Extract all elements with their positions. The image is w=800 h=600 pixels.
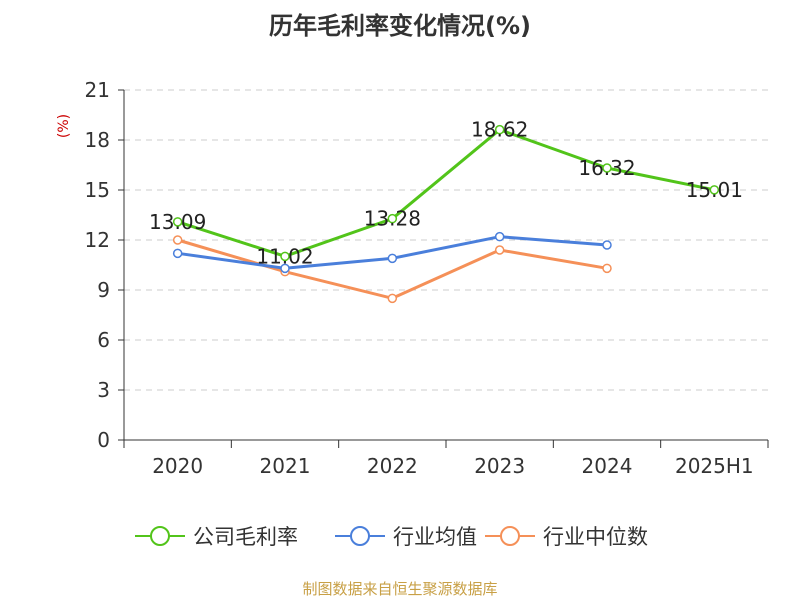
data-point xyxy=(280,263,290,274)
x-tick-label: 2023 xyxy=(474,454,525,478)
data-point xyxy=(172,248,183,259)
data-point xyxy=(172,235,183,245)
y-tick-label: 9 xyxy=(97,278,110,302)
x-tick-label: 2020 xyxy=(152,454,203,478)
x-tick-label: 2022 xyxy=(367,454,418,478)
data-point xyxy=(494,245,505,255)
y-tick-label: 12 xyxy=(85,228,110,252)
axes: 0 3 6 9 12 15 18 21 2020 2021 2022 2023 2024 2025H1 xyxy=(85,78,769,478)
grid-lines xyxy=(124,89,768,391)
legend-label: 公司毛利率 xyxy=(193,525,298,549)
data-label: 18.62 xyxy=(471,118,528,142)
legend-label: 行业均值 xyxy=(393,525,477,549)
data-point xyxy=(387,213,398,224)
data-point xyxy=(602,240,612,250)
source-note: 制图数据来自恒生聚源数据库 xyxy=(302,580,497,598)
y-tick-label: 18 xyxy=(85,128,110,152)
y-tick-label: 6 xyxy=(97,328,110,352)
data-point xyxy=(280,251,290,262)
data-point xyxy=(387,253,398,264)
data-point xyxy=(387,293,398,304)
y-tick-label: 21 xyxy=(85,78,110,102)
chart-title: 历年毛利率变化情况(%) xyxy=(269,12,531,40)
x-tick-label: 2021 xyxy=(260,454,311,478)
data-point xyxy=(494,231,505,242)
y-tick-label: 3 xyxy=(97,378,110,402)
data-label: 16.32 xyxy=(578,156,635,180)
x-tick-label: 2025H1 xyxy=(675,454,754,478)
series-layer: 13.09 11.02 13.28 18.62 16.32 15.01 xyxy=(149,118,743,304)
y-tick-label: 15 xyxy=(85,178,110,202)
x-tick-label: 2024 xyxy=(582,454,633,478)
legend: 公司毛利率 行业均值 行业中位数 xyxy=(135,525,648,549)
legend-marker xyxy=(350,526,370,546)
y-tick-label: 0 xyxy=(97,428,110,452)
legend-item: 行业中位数 xyxy=(485,525,648,549)
data-point xyxy=(172,217,183,227)
legend-marker xyxy=(150,526,170,546)
legend-item: 行业均值 xyxy=(335,525,477,549)
data-label: 11.02 xyxy=(256,244,313,268)
data-label: 13.28 xyxy=(364,207,421,231)
data-point xyxy=(494,124,505,135)
data-point xyxy=(602,163,612,173)
data-point xyxy=(709,185,720,195)
data-label: 15.01 xyxy=(686,178,743,202)
series-line xyxy=(177,128,715,258)
legend-item: 公司毛利率 xyxy=(135,525,298,549)
y-axis-unit-label: (%) xyxy=(56,114,72,138)
data-point xyxy=(602,263,612,274)
data-label: 13.09 xyxy=(149,210,206,234)
legend-label: 行业中位数 xyxy=(543,525,648,549)
legend-marker xyxy=(500,526,520,546)
